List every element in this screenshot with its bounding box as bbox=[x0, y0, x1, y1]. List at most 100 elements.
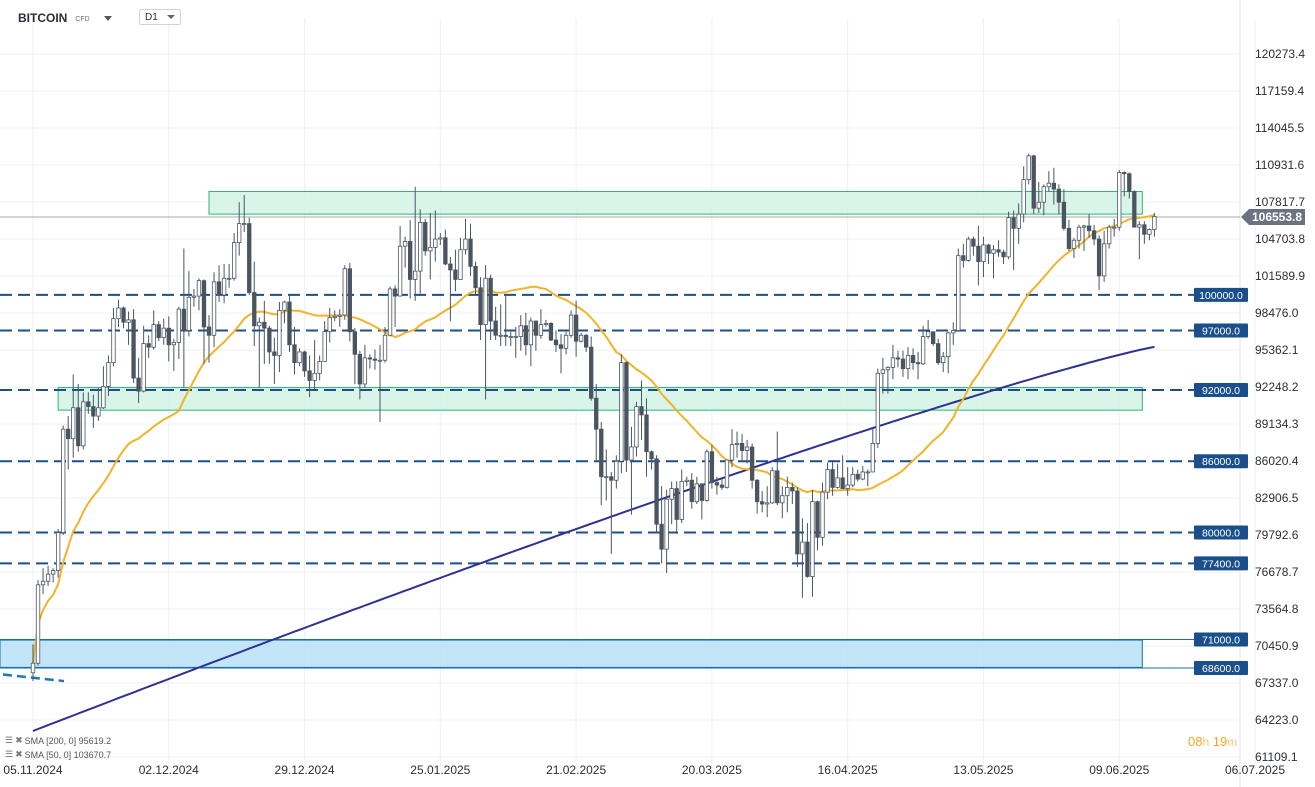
candle-body bbox=[1011, 217, 1016, 229]
zone-support bbox=[57, 387, 1143, 411]
candle-body bbox=[96, 407, 101, 417]
candle-body bbox=[247, 223, 252, 293]
candle-body bbox=[443, 237, 448, 265]
candle-body bbox=[151, 324, 156, 348]
candle-body bbox=[136, 377, 141, 392]
close-icon[interactable]: ✖ bbox=[15, 735, 23, 745]
candle-body bbox=[121, 307, 126, 323]
y-tick-label: 98476.0 bbox=[1255, 306, 1299, 320]
candle-body bbox=[754, 479, 760, 503]
candle-body bbox=[573, 314, 579, 342]
candle-body bbox=[332, 315, 337, 318]
candle-body bbox=[221, 277, 227, 296]
candle-body bbox=[1021, 179, 1026, 215]
menu-icon[interactable]: ☰ bbox=[5, 749, 14, 759]
level-tag-label: 86000.0 bbox=[1202, 456, 1240, 468]
candle-body bbox=[664, 498, 669, 550]
candle-body bbox=[1081, 225, 1087, 228]
candle-body bbox=[770, 470, 775, 504]
y-tick-label: 117159.4 bbox=[1255, 84, 1304, 98]
candle-body bbox=[1127, 173, 1132, 192]
timeframe-select[interactable]: D1 bbox=[139, 9, 181, 25]
level-tag bbox=[1194, 525, 1248, 540]
candle-body bbox=[76, 407, 81, 447]
candle-body bbox=[785, 486, 790, 497]
candle-body bbox=[719, 484, 725, 488]
candle-body bbox=[171, 342, 176, 346]
candle-body bbox=[428, 246, 433, 252]
candle-body bbox=[523, 325, 528, 346]
y-tick-label: 76678.7 bbox=[1255, 565, 1299, 579]
candle-body bbox=[408, 241, 413, 280]
level-tag bbox=[1194, 556, 1248, 571]
y-tick-label: 107817.7 bbox=[1255, 195, 1305, 209]
x-tick-label: 02.12.2024 bbox=[139, 763, 199, 777]
candle-body bbox=[402, 241, 408, 247]
candle-body bbox=[81, 401, 86, 447]
candle-body bbox=[1137, 224, 1142, 228]
candle-body bbox=[347, 268, 352, 333]
legend-sma-50-label: SMA [50, 0] 103670.7 bbox=[24, 749, 112, 760]
candle-body bbox=[684, 479, 689, 482]
candle-body bbox=[1142, 224, 1147, 235]
candle-body bbox=[226, 277, 232, 280]
candle-body bbox=[1152, 216, 1157, 230]
candle-body bbox=[815, 501, 820, 538]
candle-body bbox=[392, 288, 398, 297]
candle-body bbox=[986, 244, 991, 254]
candle-body bbox=[699, 483, 704, 501]
x-tick-label: 13.05.2025 bbox=[953, 763, 1013, 777]
candle-body bbox=[111, 318, 116, 364]
candle-body bbox=[669, 488, 674, 500]
candle-body bbox=[433, 238, 438, 248]
chevron-down-icon[interactable] bbox=[103, 15, 112, 21]
candle-body bbox=[1041, 186, 1046, 203]
candle-body bbox=[528, 320, 534, 346]
sma-50-line bbox=[32, 214, 1155, 664]
candle-body bbox=[780, 495, 785, 504]
candle-body bbox=[961, 255, 966, 261]
candle-body bbox=[262, 321, 267, 329]
candle-body bbox=[760, 501, 765, 505]
candle-body bbox=[231, 242, 237, 279]
candle-body bbox=[805, 541, 810, 577]
candle-body bbox=[885, 366, 891, 371]
candle-body bbox=[996, 249, 1001, 253]
candle-body bbox=[66, 428, 71, 440]
candle-body bbox=[277, 309, 282, 356]
symbol-selector[interactable]: BITCOIN CFD bbox=[18, 9, 112, 27]
candle-body bbox=[307, 370, 312, 381]
candle-body bbox=[131, 319, 136, 379]
candle-body bbox=[875, 372, 880, 444]
candle-body bbox=[724, 459, 730, 488]
candle-body bbox=[282, 301, 287, 311]
candle-body bbox=[1051, 182, 1057, 190]
close-icon[interactable]: ✖ bbox=[15, 749, 23, 759]
candle-body bbox=[910, 355, 916, 364]
candle-body bbox=[709, 451, 715, 484]
y-tick-label: 114045.5 bbox=[1255, 121, 1304, 135]
menu-icon[interactable]: ☰ bbox=[5, 735, 14, 745]
candle-body bbox=[951, 330, 956, 334]
candle-body bbox=[458, 249, 463, 280]
candle-body bbox=[624, 362, 629, 461]
level-tag-label: 80000.0 bbox=[1202, 528, 1240, 540]
candle-body bbox=[830, 469, 835, 488]
y-tick-label: 67337.0 bbox=[1255, 676, 1299, 690]
y-tick-label: 92248.2 bbox=[1255, 380, 1299, 394]
current-price-label: 106553.8 bbox=[1252, 210, 1302, 224]
candle-body bbox=[267, 327, 272, 353]
candle-body bbox=[845, 484, 850, 489]
candle-body bbox=[242, 223, 247, 225]
candle-body bbox=[362, 357, 368, 385]
countdown-hours: 08 bbox=[1188, 734, 1203, 749]
candle-body bbox=[704, 451, 710, 501]
level-tag bbox=[1194, 287, 1248, 302]
candle-body bbox=[387, 288, 393, 336]
candle-body bbox=[377, 359, 383, 362]
candle-body bbox=[40, 580, 46, 586]
candle-body bbox=[126, 319, 131, 323]
candle-body bbox=[382, 334, 388, 361]
